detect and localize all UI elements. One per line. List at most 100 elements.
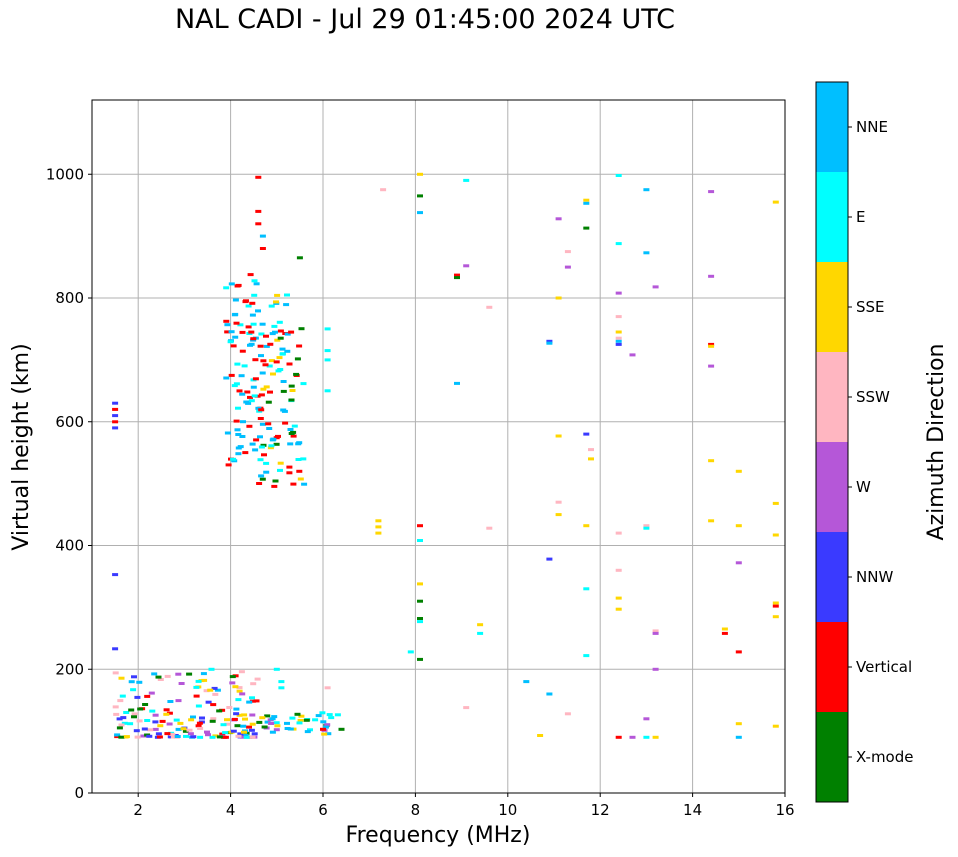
data-point: [259, 716, 266, 720]
data-point: [128, 680, 135, 684]
data-point: [334, 713, 341, 717]
data-point: [417, 539, 423, 542]
data-point: [199, 716, 205, 720]
data-point: [615, 735, 622, 739]
data-point: [735, 469, 742, 473]
data-point: [643, 188, 650, 192]
data-point: [223, 376, 230, 380]
data-point: [220, 723, 227, 727]
data-point: [615, 174, 622, 177]
data-point: [155, 675, 162, 679]
data-point: [288, 384, 295, 388]
data-point: [417, 582, 423, 586]
data-point: [224, 431, 231, 435]
data-point: [295, 442, 302, 446]
data-point: [273, 442, 280, 446]
x-axis: 2 4 6 8 10 12 14 16: [133, 793, 795, 819]
data-point: [260, 359, 267, 363]
data-point: [288, 398, 295, 402]
data-point: [216, 709, 223, 713]
data-point: [278, 680, 285, 684]
data-point: [772, 615, 779, 619]
data-point: [615, 315, 622, 319]
data-point: [236, 713, 243, 717]
data-point: [249, 301, 256, 305]
data-point: [274, 724, 281, 728]
data-point: [159, 719, 166, 723]
data-point: [239, 349, 246, 353]
data-point: [615, 291, 622, 295]
data-point: [142, 703, 149, 706]
data-point: [290, 482, 297, 486]
data-point: [175, 699, 182, 703]
data-point: [721, 627, 728, 631]
data-point: [271, 484, 278, 488]
data-point: [112, 401, 119, 405]
data-point: [235, 698, 242, 702]
data-point: [280, 380, 287, 383]
data-point: [258, 474, 265, 478]
data-point: [417, 194, 423, 198]
y-tick-label: 1000: [46, 165, 84, 183]
data-point: [320, 727, 326, 731]
data-point: [268, 359, 275, 363]
data-point: [201, 678, 208, 682]
data-point: [247, 395, 253, 399]
data-point: [232, 335, 239, 339]
data-point: [290, 434, 297, 438]
data-point: [708, 274, 715, 278]
data-point: [248, 728, 255, 732]
data-point: [284, 727, 291, 730]
data-point: [375, 531, 382, 535]
data-point: [296, 256, 303, 260]
data-point: [652, 629, 659, 633]
data-point: [417, 211, 423, 215]
data-point: [564, 712, 571, 716]
data-point: [284, 332, 291, 336]
colorbar-category-label: E: [856, 208, 865, 226]
data-point: [232, 685, 239, 689]
data-point: [261, 453, 267, 457]
data-point: [231, 384, 238, 388]
data-point: [209, 735, 216, 739]
data-point: [140, 734, 147, 738]
colorbar-swatch-e: [816, 172, 848, 262]
data-point: [229, 675, 236, 679]
data-point: [250, 322, 257, 326]
y-tick-label: 800: [55, 289, 84, 307]
data-point: [615, 339, 622, 343]
data-point: [197, 735, 204, 739]
data-point: [652, 667, 659, 671]
colorbar-swatch-ssw: [816, 352, 848, 442]
data-point: [283, 303, 290, 307]
data-point: [203, 689, 210, 693]
data-point: [708, 344, 715, 348]
data-point: [230, 457, 237, 461]
data-point: [123, 735, 130, 739]
data-point: [156, 735, 163, 739]
data-point: [643, 251, 650, 255]
data-point: [267, 390, 273, 394]
data-point: [263, 334, 269, 338]
data-point: [555, 296, 562, 300]
data-point: [276, 320, 283, 324]
data-point: [149, 709, 156, 713]
data-point: [254, 677, 261, 681]
data-point: [239, 330, 246, 334]
data-point: [251, 293, 258, 297]
data-point: [243, 400, 250, 404]
data-point: [266, 427, 273, 430]
data-point: [284, 721, 290, 725]
data-point: [212, 692, 219, 696]
x-tick-label: 6: [318, 801, 328, 819]
data-point: [133, 729, 140, 733]
data-point: [224, 722, 231, 726]
data-point: [260, 387, 267, 391]
data-point: [116, 726, 123, 730]
data-point: [708, 364, 715, 368]
data-point: [270, 372, 276, 376]
data-point: [211, 686, 218, 690]
data-point: [259, 371, 266, 375]
data-point: [321, 732, 328, 736]
